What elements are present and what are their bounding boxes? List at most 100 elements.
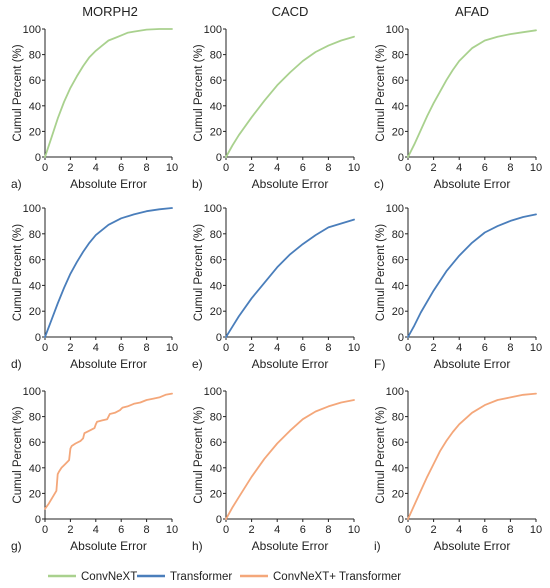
series-line	[225, 35, 355, 158]
y-tick-label: 40	[392, 280, 404, 292]
x-axis-label: Absolute Error	[434, 539, 511, 553]
y-tick-label: 60	[210, 75, 222, 87]
x-tick-label: 2	[67, 342, 73, 354]
y-tick-label: 100	[204, 24, 222, 36]
x-tick-label: 10	[166, 162, 178, 174]
y-axis-label: Cumul Percent (%)	[375, 224, 387, 321]
x-tick-label: 6	[118, 524, 124, 536]
x-tick-label: 10	[348, 342, 360, 354]
x-tick-label: 10	[166, 342, 178, 354]
x-tick-label: 0	[405, 524, 411, 536]
y-tick-label: 40	[210, 101, 222, 113]
x-tick-label: 6	[300, 524, 306, 536]
y-tick-label: 60	[210, 255, 222, 267]
x-tick-label: 4	[456, 162, 462, 174]
x-tick-label: 6	[300, 162, 306, 174]
y-tick-label: 20	[210, 126, 222, 138]
x-tick-label: 2	[67, 162, 73, 174]
x-tick-label: 2	[249, 162, 255, 174]
y-tick-label: 100	[23, 386, 41, 398]
series-line	[407, 213, 537, 338]
x-axis-label: Absolute Error	[70, 539, 147, 553]
y-tick-label: 100	[23, 24, 41, 36]
panel-label: i)	[374, 539, 381, 553]
x-tick-label: 10	[166, 524, 178, 536]
x-tick-label: 0	[42, 162, 48, 174]
y-axis-label: Cumul Percent (%)	[12, 44, 24, 141]
panel-label: b)	[192, 177, 203, 191]
y-axis-label: Cumul Percent (%)	[375, 406, 387, 503]
column-title: MORPH2	[82, 4, 138, 19]
panel-g: 0 20 40 60 80 100 0 2 4 6 8 10 Absolute Error Cumul P…	[11, 386, 178, 553]
panel-label: a)	[11, 177, 22, 191]
x-tick-label: 0	[42, 342, 48, 354]
y-tick-label: 80	[392, 50, 404, 62]
y-tick-label: 40	[29, 280, 41, 292]
x-tick-label: 2	[431, 162, 437, 174]
series-line	[44, 392, 173, 510]
y-tick-label: 100	[386, 386, 404, 398]
y-tick-label: 20	[392, 488, 404, 500]
y-tick-label: 40	[210, 280, 222, 292]
y-tick-label: 60	[29, 255, 41, 267]
y-tick-label: 100	[386, 24, 404, 36]
x-axis-label: Absolute Error	[252, 539, 329, 553]
panel-b: 0 20 40 60 80 100 0 2 4 6 8 10 Absolute Error Cumul P…	[192, 24, 360, 191]
x-tick-label: 8	[144, 342, 150, 354]
y-tick-label: 20	[29, 306, 41, 318]
x-tick-label: 8	[144, 162, 150, 174]
y-tick-label: 0	[398, 514, 404, 526]
series-line	[225, 218, 355, 338]
panel-i: 0 20 40 60 80 100 0 2 4 6 8 10 Absolute Error Cumul P…	[374, 386, 542, 553]
x-tick-label: 4	[93, 342, 99, 354]
x-tick-label: 0	[223, 342, 229, 354]
y-tick-label: 40	[29, 463, 41, 475]
y-tick-label: 80	[29, 229, 41, 241]
x-tick-label: 0	[223, 162, 229, 174]
x-tick-label: 4	[274, 162, 280, 174]
x-axis-label: Absolute Error	[434, 357, 511, 371]
x-tick-label: 10	[348, 524, 360, 536]
y-tick-label: 80	[392, 229, 404, 241]
x-axis-label: Absolute Error	[252, 357, 329, 371]
y-tick-label: 0	[398, 152, 404, 164]
column-title: CACD	[272, 4, 309, 19]
y-axis-label: Cumul Percent (%)	[12, 406, 24, 503]
x-tick-label: 2	[431, 524, 437, 536]
x-tick-label: 4	[456, 524, 462, 536]
y-tick-label: 60	[392, 255, 404, 267]
y-axis-label: Cumul Percent (%)	[12, 224, 24, 321]
series-line	[44, 207, 173, 338]
x-tick-label: 2	[249, 342, 255, 354]
y-axis-label: Cumul Percent (%)	[193, 44, 205, 141]
y-tick-label: 40	[210, 463, 222, 475]
series-line	[407, 392, 537, 520]
y-tick-label: 80	[392, 412, 404, 424]
panel-label: h)	[192, 539, 203, 553]
y-tick-label: 0	[216, 152, 222, 164]
panel-f: 0 20 40 60 80 100 0 2 4 6 8 10 Absolute Error Cumul P…	[374, 203, 542, 371]
x-tick-label: 8	[507, 342, 513, 354]
series-line	[407, 29, 537, 158]
y-tick-label: 100	[23, 203, 41, 215]
x-tick-label: 0	[405, 342, 411, 354]
y-tick-label: 40	[392, 101, 404, 113]
x-tick-label: 0	[42, 524, 48, 536]
x-tick-label: 8	[325, 162, 331, 174]
x-tick-label: 10	[530, 342, 542, 354]
x-tick-label: 4	[456, 342, 462, 354]
x-axis-label: Absolute Error	[70, 177, 147, 191]
panel-label: d)	[11, 357, 22, 371]
y-tick-label: 20	[392, 306, 404, 318]
panel-label: F)	[374, 357, 385, 371]
panel-e: 0 20 40 60 80 100 0 2 4 6 8 10 Absolute Error Cumul P…	[192, 203, 360, 371]
y-tick-label: 0	[35, 514, 41, 526]
legend-label: ConvNeXT+ Transformer	[273, 571, 401, 583]
x-tick-label: 8	[507, 524, 513, 536]
y-tick-label: 80	[29, 412, 41, 424]
x-tick-label: 10	[348, 162, 360, 174]
x-tick-label: 10	[530, 524, 542, 536]
y-tick-label: 80	[29, 50, 41, 62]
legend-label: ConvNeXT	[81, 571, 137, 583]
